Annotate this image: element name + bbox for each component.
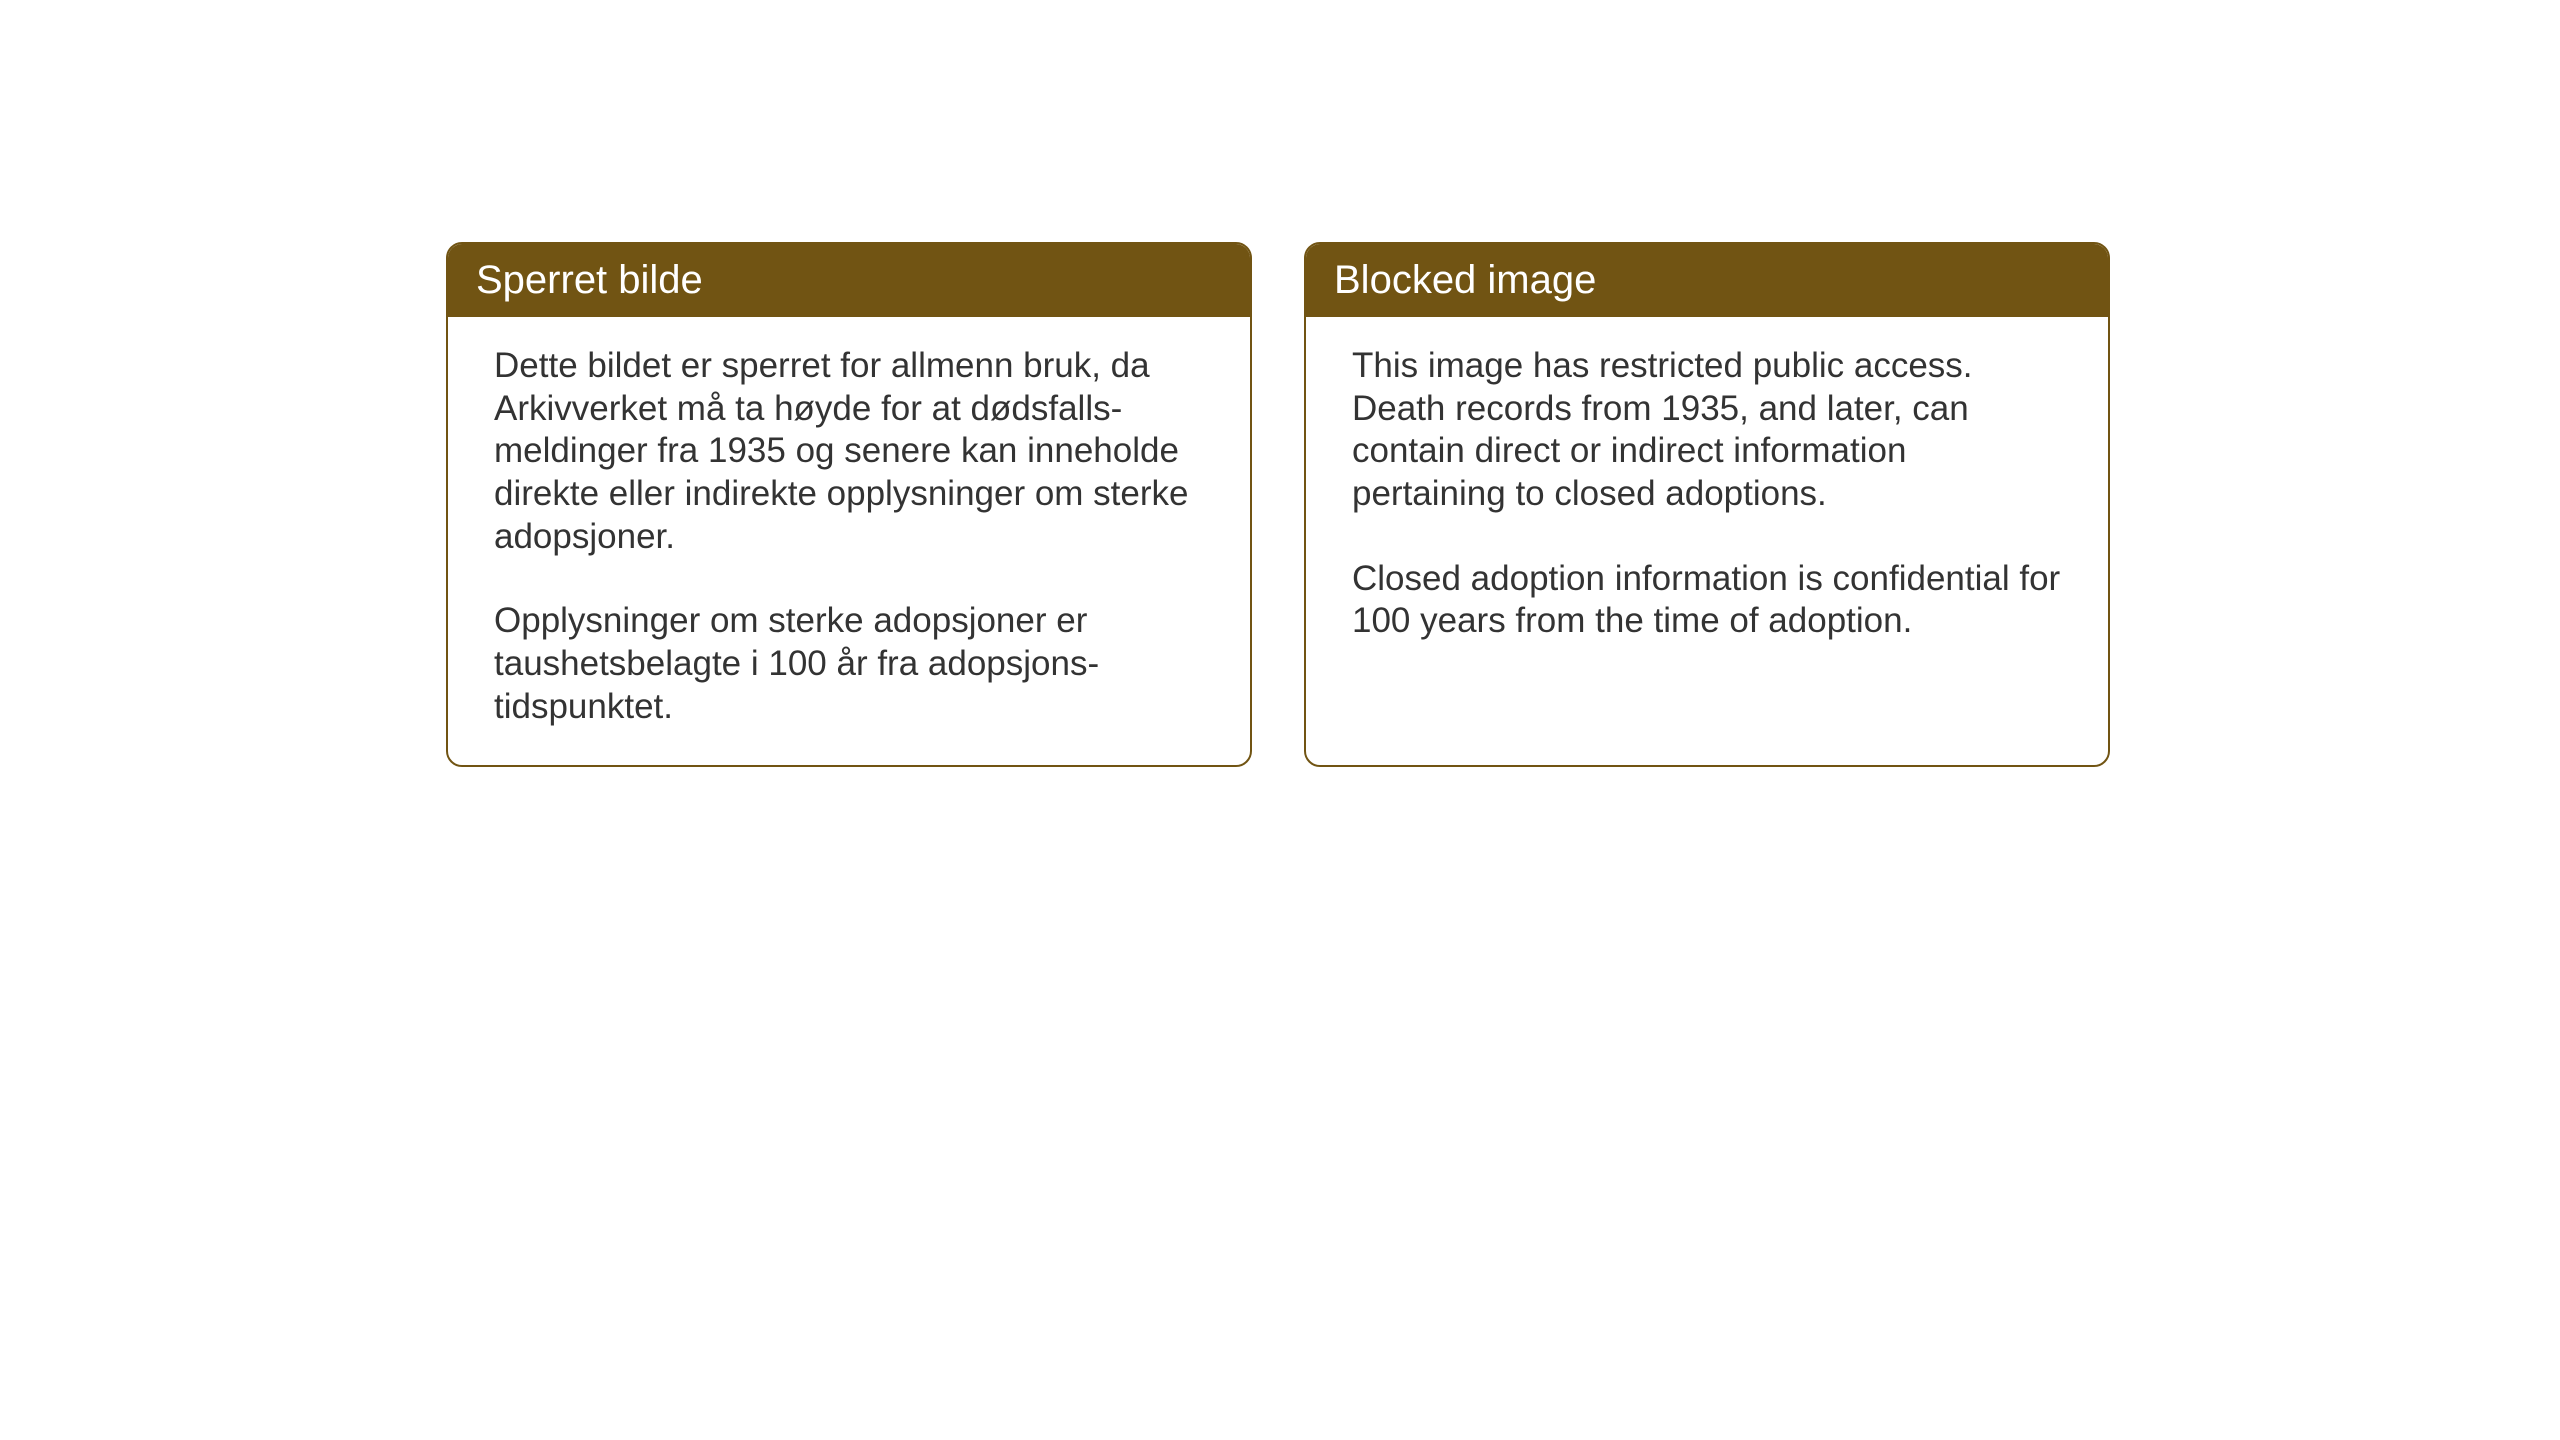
card-title: Sperret bilde: [476, 258, 703, 302]
card-title: Blocked image: [1334, 258, 1596, 302]
card-paragraph: Opplysninger om sterke adopsjoner er tau…: [494, 600, 1204, 728]
notice-card-english: Blocked image This image has restricted …: [1304, 242, 2110, 767]
card-body-english: This image has restricted public access.…: [1306, 317, 2108, 679]
card-paragraph: Closed adoption information is confident…: [1352, 558, 2062, 643]
card-paragraph: This image has restricted public access.…: [1352, 345, 2062, 516]
card-header-english: Blocked image: [1306, 244, 2108, 317]
card-body-norwegian: Dette bildet er sperret for allmenn bruk…: [448, 317, 1250, 765]
notice-card-norwegian: Sperret bilde Dette bildet er sperret fo…: [446, 242, 1252, 767]
notice-cards-container: Sperret bilde Dette bildet er sperret fo…: [446, 242, 2110, 767]
card-header-norwegian: Sperret bilde: [448, 244, 1250, 317]
card-paragraph: Dette bildet er sperret for allmenn bruk…: [494, 345, 1204, 558]
